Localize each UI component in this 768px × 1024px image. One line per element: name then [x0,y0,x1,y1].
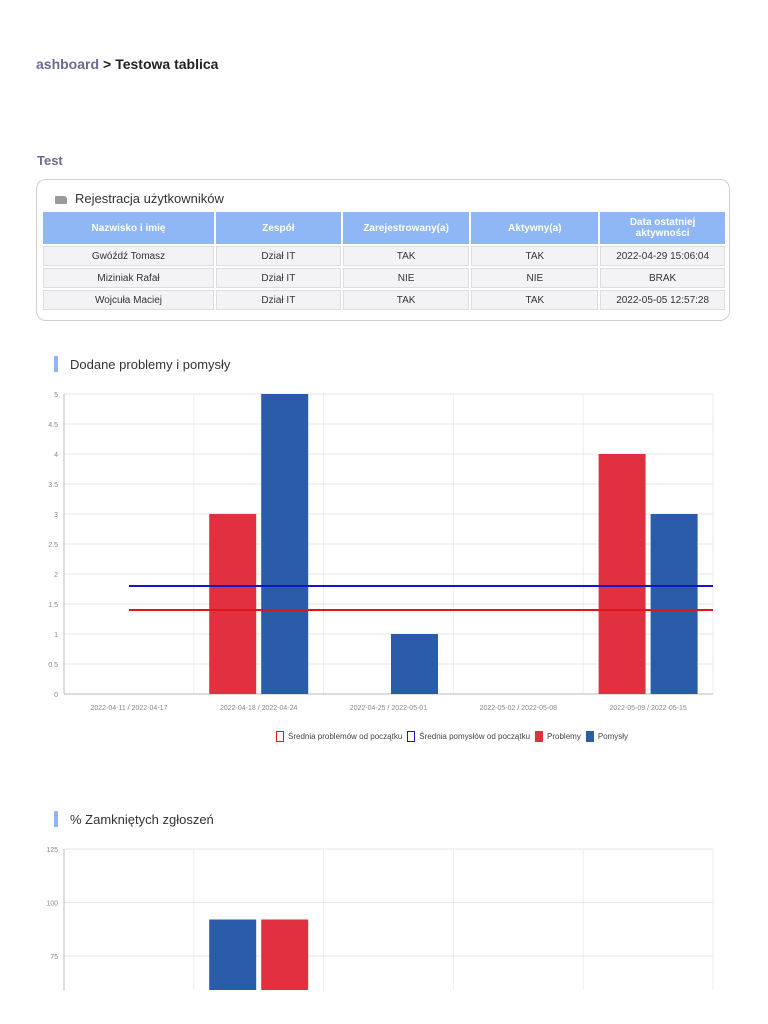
y-tick-label: 2.5 [48,542,58,549]
users-card-header: Rejestracja użytkowników [55,191,224,206]
folder-icon [55,195,67,204]
users-table: Nazwisko i imię Zespół Zarejestrowany(a)… [41,210,727,312]
legend-swatch-avg-ideas[interactable] [407,731,416,742]
table-header-row: Nazwisko i imię Zespół Zarejestrowany(a)… [43,212,725,244]
x-tick-label: 2022-05-09 / 2022-05-15 [609,705,687,712]
x-tick-label: 2022-04-11 / 2022-04-17 [90,705,167,712]
breadcrumb: ashboard > Testowa tablica [36,56,218,72]
table-cell: TAK [342,290,470,310]
chart2-title: % Zamkniętych zgłoszeń [70,811,214,827]
table-cell: Wojcuła Maciej [43,290,214,310]
heading-marker [54,356,58,372]
column-header-name[interactable]: Nazwisko i imię [43,212,214,244]
legend-label[interactable]: Średnia problemów od początku [288,732,403,741]
legend-swatch-avg-problems[interactable] [276,731,284,742]
y-tick-label: 75 [50,954,58,961]
breadcrumb-dashboard-link[interactable]: ashboard [36,56,100,72]
legend-label[interactable]: Problemy [547,732,581,741]
chart1-svg: 0 0.5 1 1.5 2 2.5 3 3.5 4 4.5 5 2022-04-11 / 2022-0… [48,392,714,712]
legend-swatch-ideas[interactable] [585,731,594,742]
y-tick-label: 1 [54,632,58,639]
legend-label[interactable]: Pomysły [597,732,629,741]
legend-swatch-problems[interactable] [535,731,544,742]
table-cell: TAK [471,246,599,266]
bar-pomysły [261,394,309,694]
table-cell: BRAK [600,268,725,288]
table-cell: Miziniak Rafał [43,268,214,288]
legend-label[interactable]: Średnia pomysłów od początku [419,732,531,741]
table-cell: NIE [342,268,470,288]
table-cell: Dział IT [216,290,341,310]
section-title: Test [37,153,63,168]
x-tick-label: 2022-04-18 / 2022-04-24 [220,705,298,712]
breadcrumb-current: Testowa tablica [115,56,219,72]
y-tick-label: 125 [46,847,58,854]
y-tick-label: 100 [46,901,58,908]
y-tick-label: 3.5 [48,482,58,489]
users-card-title: Rejestracja użytkowników [75,191,224,206]
chart1-title: Dodane problemy i pomysły [70,356,231,372]
bar-pomysły [391,634,438,694]
y-tick-label: 0.5 [48,662,58,669]
table-cell: 2022-04-29 15:06:04 [600,246,725,266]
table-cell: Dział IT [216,268,341,288]
table-cell: TAK [471,290,599,310]
y-tick-label: 4 [54,452,58,459]
y-tick-label: 4.5 [48,422,58,429]
y-tick-label: 0 [54,692,58,699]
table-row: Gwóźdź Tomasz Dział IT TAK TAK 2022-04-2… [43,246,725,266]
breadcrumb-separator: > [103,56,112,72]
bar-problemy [209,514,257,694]
table-cell: TAK [342,246,470,266]
y-tick-label: 2 [54,572,58,579]
table-cell: 2022-05-05 12:57:28 [600,290,725,310]
table-cell: Dział IT [216,246,341,266]
bar-problemy [598,454,646,694]
column-header-team[interactable]: Zespół [216,212,341,244]
bar-pomysły [650,514,698,694]
y-tick-label: 5 [54,392,58,399]
y-tick-label: 3 [54,512,58,519]
users-card: Rejestracja użytkowników Nazwisko i imię… [36,179,730,321]
y-tick-label: 1.5 [48,602,58,609]
chart1-heading: Dodane problemy i pomysły [54,356,230,372]
chart2-heading: % Zamkniętych zgłoszeń [54,811,214,827]
x-tick-label: 2022-04-25 / 2022-05-01 [350,705,428,712]
column-header-active[interactable]: Aktywny(a) [471,212,599,244]
table-row: Wojcuła Maciej Dział IT TAK TAK 2022-05-… [43,290,725,310]
chart1-legend: Średnia problemów od początku Średnia po… [276,731,628,742]
x-tick-label: 2022-05-02 / 2022-05-08 [480,705,558,712]
column-header-registered[interactable]: Zarejestrowany(a) [342,212,470,244]
table-cell: NIE [471,268,599,288]
table-cell: Gwóźdź Tomasz [43,246,214,266]
bar-pomysły [209,919,257,990]
heading-marker [54,811,58,827]
table-row: Miziniak Rafał Dział IT NIE NIE BRAK [43,268,725,288]
column-header-last-activity[interactable]: Data ostatniej aktywności [600,212,725,244]
bar-problemy [261,919,309,990]
